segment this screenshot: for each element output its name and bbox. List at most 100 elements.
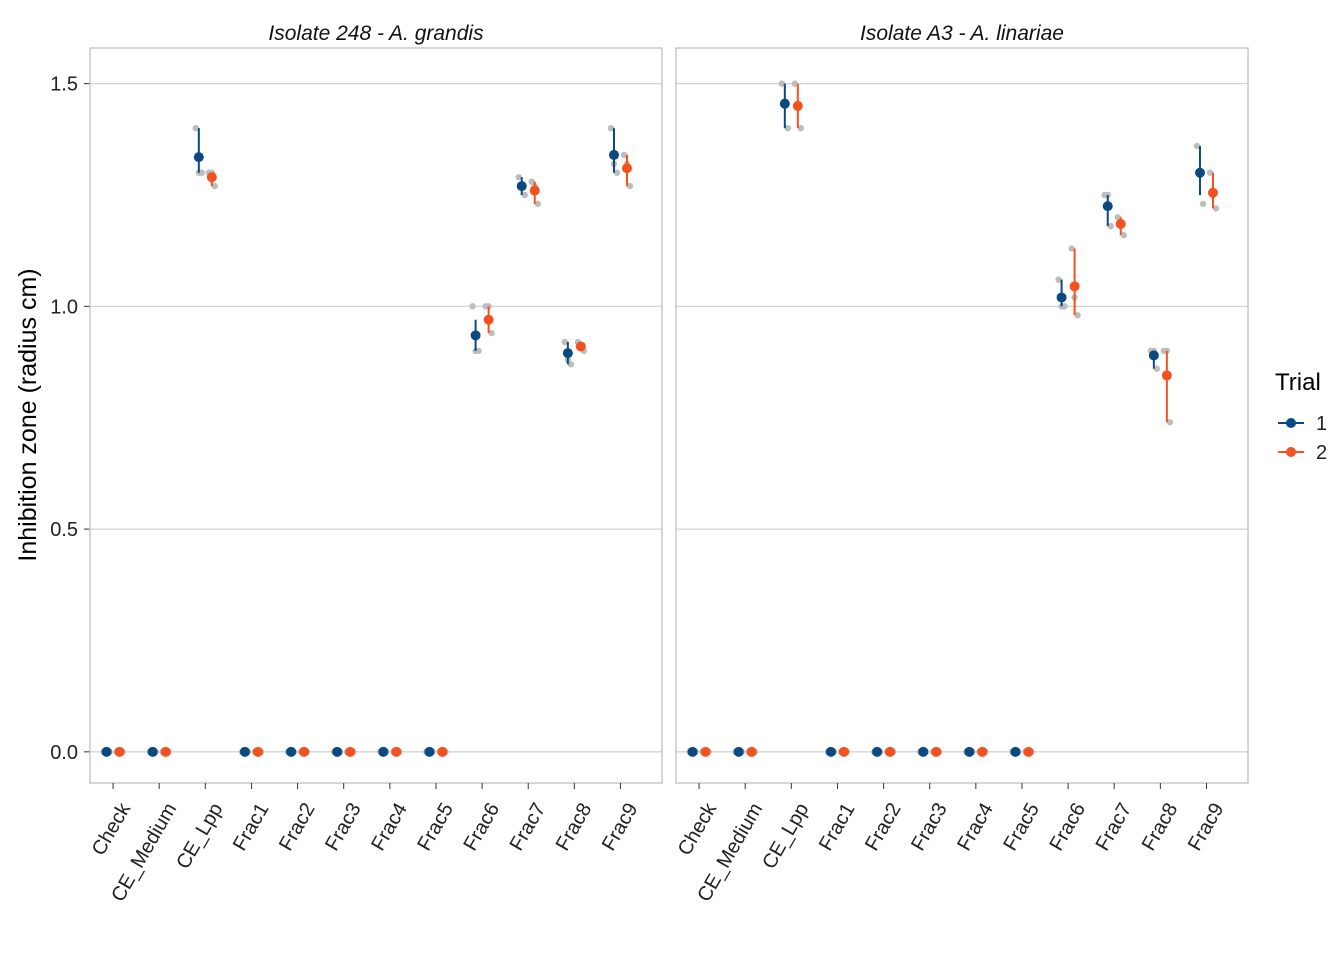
mean-point — [779, 98, 790, 109]
mean-point — [470, 330, 481, 341]
mean-point — [687, 746, 698, 757]
x-tick-label: Frac4 — [953, 799, 998, 854]
mean-point — [378, 746, 389, 757]
mean-point — [964, 746, 975, 757]
mean-point — [1148, 350, 1159, 361]
mean-point — [1056, 292, 1067, 303]
mean-point — [529, 185, 540, 196]
replicate-point — [1199, 200, 1207, 208]
mean-point — [286, 746, 297, 757]
x-tick-label: Frac1 — [229, 799, 274, 854]
panel-border — [89, 47, 663, 784]
replicate-point — [211, 182, 219, 190]
x-tick-label: Frac5 — [999, 799, 1044, 854]
mean-point — [977, 746, 988, 757]
replicate-point — [521, 191, 528, 199]
mean-point — [825, 746, 836, 757]
replicate-point — [1068, 245, 1075, 252]
replicate-point — [1074, 312, 1081, 319]
legend: Trial 1 2 — [1275, 369, 1327, 464]
mean-point — [1023, 746, 1034, 757]
x-tick-label: Frac7 — [1092, 799, 1137, 854]
mean-point — [792, 100, 803, 111]
replicate-point — [534, 200, 541, 208]
x-tick-label: Frac1 — [815, 799, 860, 854]
replicate-point — [488, 329, 495, 337]
x-tick-label: Frac9 — [1184, 799, 1229, 854]
panel-border — [675, 47, 1249, 784]
x-tick-label: Frac6 — [1046, 799, 1091, 854]
mean-point — [332, 746, 343, 757]
replicate-point — [567, 361, 575, 368]
mean-point — [391, 746, 402, 757]
mean-point — [1115, 218, 1126, 229]
replicate-point — [198, 169, 206, 176]
x-tick-label: Frac7 — [506, 799, 551, 854]
y-tick-label: 0.5 — [50, 519, 78, 541]
panels-layer: 0.0 0.5 1.0 1.5 Isolate 248 - A. grandis Chec… — [50, 22, 1249, 906]
mean-point — [345, 746, 356, 757]
replicate-point — [613, 169, 621, 176]
legend-title: Trial — [1275, 369, 1321, 396]
mean-point — [918, 746, 929, 757]
replicate-point — [1061, 303, 1068, 310]
replicate-point — [1193, 142, 1201, 150]
replicate-point — [1120, 231, 1127, 239]
mean-point — [114, 746, 125, 757]
mean-point — [838, 746, 849, 757]
mean-point — [1161, 370, 1172, 381]
x-tick-label: Frac2 — [275, 799, 320, 854]
replicate-point — [1055, 276, 1062, 283]
replicate-point — [626, 182, 634, 190]
mean-point — [1207, 187, 1218, 198]
mean-point — [299, 746, 310, 757]
mean-point — [193, 152, 204, 163]
x-tick-label: Check — [674, 798, 722, 859]
replicate-point — [475, 347, 482, 355]
mean-point — [239, 746, 250, 757]
replicate-point — [791, 80, 799, 87]
x-tick-label: Check — [88, 798, 136, 859]
replicate-point — [1114, 214, 1121, 221]
replicate-point — [1163, 347, 1171, 355]
replicate-point — [778, 80, 786, 87]
replicate-point — [607, 124, 615, 132]
y-tick-label: 0.0 — [50, 742, 78, 764]
replicate-point — [1166, 418, 1174, 426]
mean-point — [424, 746, 435, 757]
mean-point — [746, 746, 757, 757]
replicate-point — [1153, 365, 1161, 372]
mean-point — [252, 746, 263, 757]
mean-point — [101, 746, 112, 757]
mean-point — [483, 314, 494, 325]
x-tick-label: Frac6 — [460, 799, 505, 854]
mean-point — [160, 746, 171, 757]
panel-title: Isolate 248 - A. grandis — [268, 22, 484, 45]
mean-point — [872, 746, 883, 757]
mean-point — [1194, 167, 1205, 178]
mean-point — [621, 163, 632, 174]
y-axis-label: Inhibition zone (radius cm) — [14, 268, 42, 561]
x-tick-label: Frac5 — [413, 799, 458, 854]
legend-item-label: 1 — [1316, 413, 1327, 435]
x-tick-label: Frac3 — [321, 799, 366, 854]
replicate-point — [561, 338, 569, 346]
replicate-point — [469, 303, 476, 310]
mean-point — [931, 746, 942, 757]
legend-key-point — [1286, 418, 1296, 428]
mean-point — [575, 341, 586, 352]
mean-point — [1102, 201, 1113, 212]
mean-point — [1069, 281, 1080, 292]
replicate-point — [620, 151, 628, 159]
x-tick-label: Frac8 — [1138, 799, 1183, 854]
mean-point — [516, 181, 527, 192]
x-tick-label: Frac4 — [367, 799, 412, 854]
replicate-point — [515, 173, 522, 181]
replicate-point — [797, 124, 805, 132]
y-tick-label: 1.5 — [50, 74, 78, 96]
mean-point — [700, 746, 711, 757]
y-tick-label: 1.0 — [50, 296, 78, 318]
legend-item-label: 2 — [1316, 442, 1327, 464]
mean-point — [1010, 746, 1021, 757]
replicate-point — [784, 124, 792, 132]
